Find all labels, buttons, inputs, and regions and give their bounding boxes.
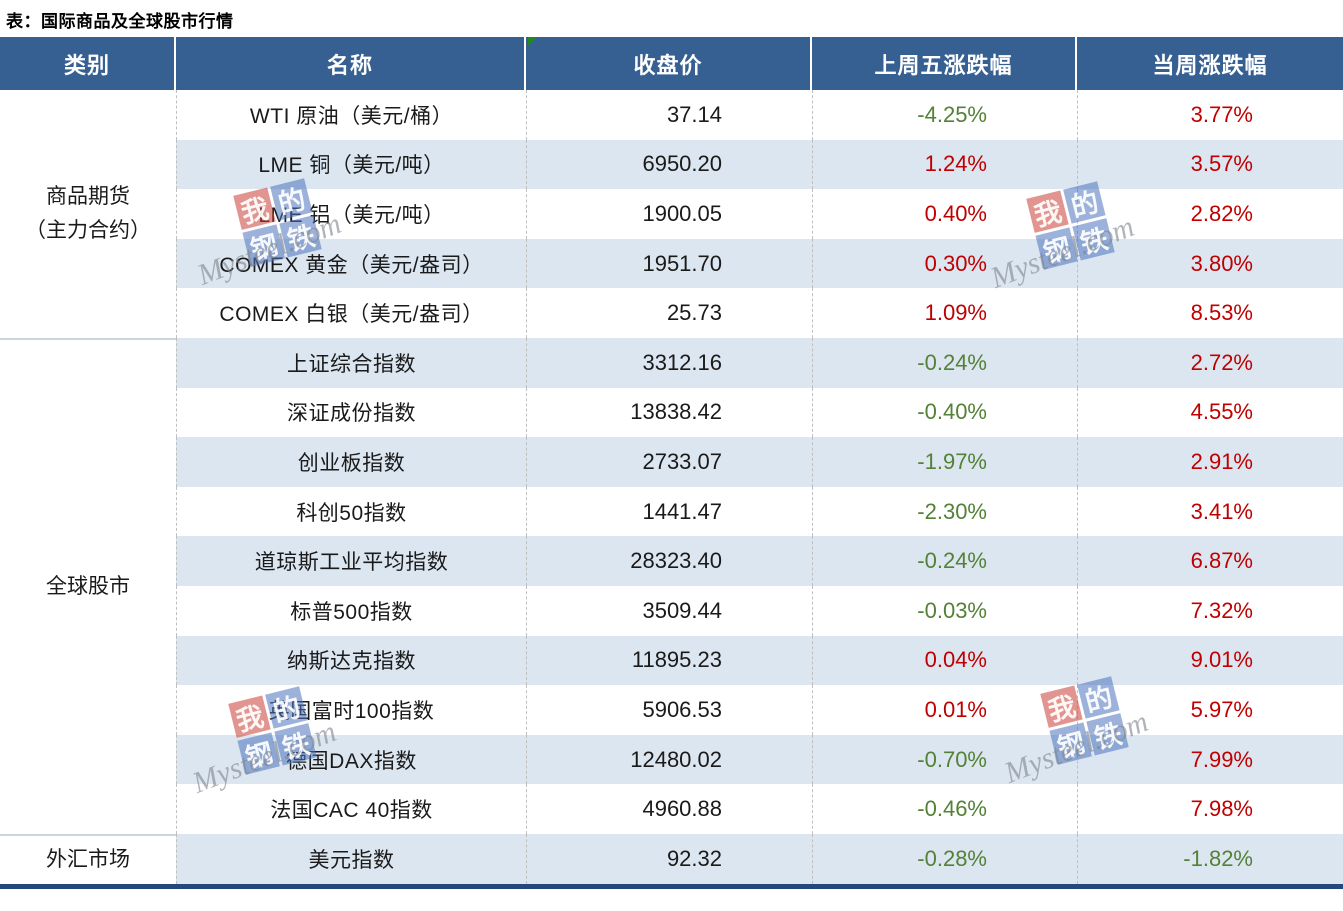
close-cell: 1441.47	[526, 486, 812, 537]
close-cell: 1951.70	[526, 238, 812, 289]
name-cell: 上证综合指数	[176, 337, 526, 388]
col-header-lastfriday: 上周五涨跌幅	[812, 37, 1077, 90]
close-cell: 3312.16	[526, 337, 812, 388]
name-cell: 科创50指数	[176, 486, 526, 537]
name-cell: 美元指数	[176, 833, 526, 884]
weekly-change-cell: 7.32%	[1077, 585, 1343, 636]
col-header-category-label: 类别	[63, 52, 110, 78]
close-cell: 12480.02	[526, 734, 812, 785]
close-cell: 4960.88	[526, 784, 812, 834]
weekly-change-cell: 5.97%	[1077, 685, 1343, 735]
lastfriday-change-cell: 1.09%	[812, 288, 1077, 338]
weekly-change-cell: 3.80%	[1077, 238, 1343, 289]
lastfriday-change-cell: -0.40%	[812, 387, 1077, 438]
weekly-change-cell: 2.72%	[1077, 337, 1343, 388]
weekly-change-cell: 7.98%	[1077, 784, 1343, 834]
close-cell: 11895.23	[526, 635, 812, 686]
name-cell: COMEX 白银（美元/盎司）	[176, 288, 526, 338]
name-cell: COMEX 黄金（美元/盎司）	[176, 238, 526, 289]
name-cell: LME 铝（美元/吨）	[176, 189, 526, 239]
category-cell: 外汇市场	[0, 833, 176, 884]
close-cell: 37.14	[526, 90, 812, 140]
lastfriday-change-cell: -0.28%	[812, 833, 1077, 884]
weekly-change-cell: 3.41%	[1077, 486, 1343, 537]
weekly-change-cell: 7.99%	[1077, 734, 1343, 785]
lastfriday-change-cell: -0.24%	[812, 337, 1077, 388]
weekly-change-cell: 2.82%	[1077, 189, 1343, 239]
weekly-change-cell: -1.82%	[1077, 833, 1343, 884]
weekly-change-cell: 6.87%	[1077, 536, 1343, 586]
col-header-name: 名称	[176, 37, 526, 90]
name-cell: LME 铜（美元/吨）	[176, 139, 526, 190]
name-cell: 道琼斯工业平均指数	[176, 536, 526, 586]
close-cell: 3509.44	[526, 585, 812, 636]
lastfriday-change-cell: -4.25%	[812, 90, 1077, 140]
lastfriday-change-cell: 0.30%	[812, 238, 1077, 289]
close-cell: 5906.53	[526, 685, 812, 735]
close-cell: 92.32	[526, 833, 812, 884]
close-cell: 28323.40	[526, 536, 812, 586]
lastfriday-change-cell: -0.24%	[812, 536, 1077, 586]
page-title: 表：国际商品及全球股市行情	[6, 12, 234, 31]
lastfriday-change-cell: 0.01%	[812, 685, 1077, 735]
cell-flag-icon	[528, 37, 537, 46]
name-cell: WTI 原油（美元/桶）	[176, 90, 526, 140]
weekly-change-cell: 3.77%	[1077, 90, 1343, 140]
name-cell: 纳斯达克指数	[176, 635, 526, 686]
weekly-change-cell: 9.01%	[1077, 635, 1343, 686]
close-cell: 25.73	[526, 288, 812, 338]
weekly-change-cell: 8.53%	[1077, 288, 1343, 338]
category-cell: 全球股市	[0, 337, 176, 834]
table-bottom-border	[0, 883, 1343, 889]
col-header-lastfriday-label: 上周五涨跌幅	[874, 52, 1013, 78]
col-header-close-label: 收盘价	[633, 52, 703, 78]
weekly-change-cell: 2.91%	[1077, 437, 1343, 487]
market-table: 类别 名称 收盘价 上周五涨跌幅 当周涨跌幅 商品期货 （主力合约） WTI 原油（…	[0, 37, 1343, 884]
lastfriday-change-cell: -2.30%	[812, 486, 1077, 537]
close-cell: 2733.07	[526, 437, 812, 487]
category-cell: 商品期货 （主力合约）	[0, 90, 176, 338]
name-cell: 法国CAC 40指数	[176, 784, 526, 834]
close-cell: 6950.20	[526, 139, 812, 190]
lastfriday-change-cell: 0.40%	[812, 189, 1077, 239]
col-header-category: 类别	[0, 37, 176, 90]
col-header-name-label: 名称	[326, 52, 373, 78]
lastfriday-change-cell: 1.24%	[812, 139, 1077, 190]
close-cell: 1900.05	[526, 189, 812, 239]
close-cell: 13838.42	[526, 387, 812, 438]
name-cell: 英国富时100指数	[176, 685, 526, 735]
lastfriday-change-cell: -0.03%	[812, 585, 1077, 636]
name-cell: 深证成份指数	[176, 387, 526, 438]
weekly-change-cell: 4.55%	[1077, 387, 1343, 438]
lastfriday-change-cell: -0.70%	[812, 734, 1077, 785]
lastfriday-change-cell: -0.46%	[812, 784, 1077, 834]
name-cell: 创业板指数	[176, 437, 526, 487]
weekly-change-cell: 3.57%	[1077, 139, 1343, 190]
col-header-week: 当周涨跌幅	[1077, 37, 1343, 90]
lastfriday-change-cell: 0.04%	[812, 635, 1077, 686]
name-cell: 德国DAX指数	[176, 734, 526, 785]
name-cell: 标普500指数	[176, 585, 526, 636]
lastfriday-change-cell: -1.97%	[812, 437, 1077, 487]
col-header-week-label: 当周涨跌幅	[1152, 52, 1268, 78]
col-header-close: 收盘价	[526, 37, 812, 90]
